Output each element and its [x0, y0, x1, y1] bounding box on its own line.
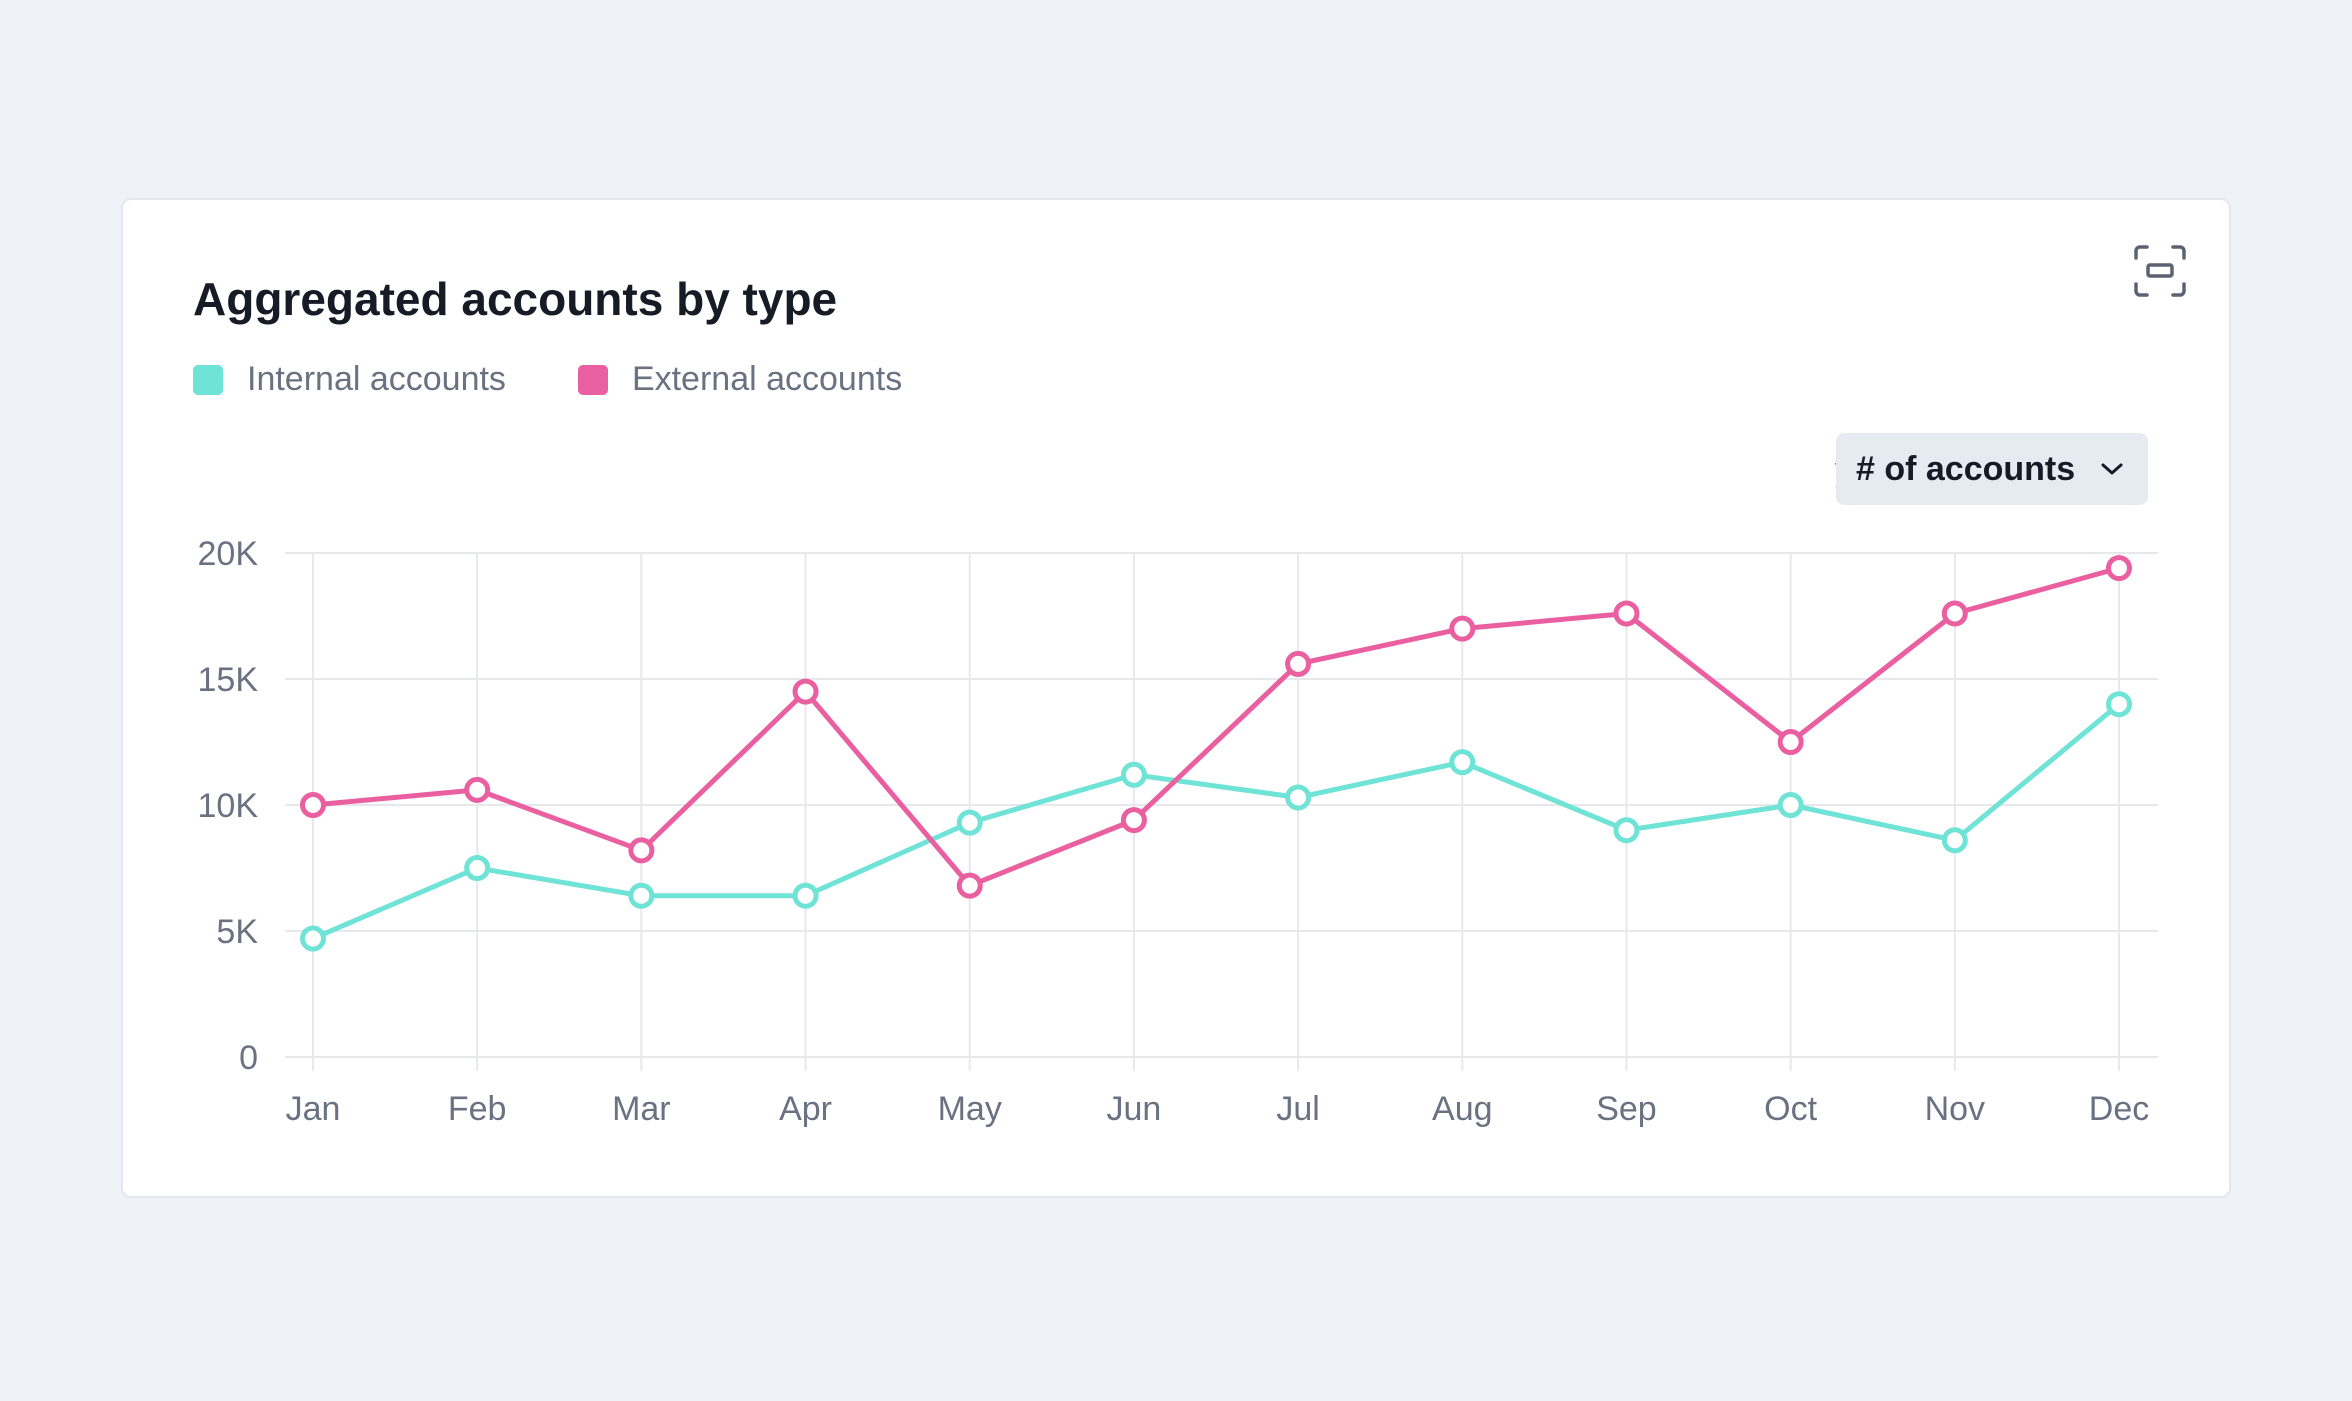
data-point-external: [300, 792, 326, 818]
data-point-external: [1285, 650, 1312, 677]
x-tick-label: Sep: [1596, 1090, 1657, 1128]
y-tick-label: 15K: [198, 661, 259, 699]
data-point-internal: [1777, 792, 1804, 818]
x-tick-label: Dec: [2089, 1090, 2149, 1128]
y-axis-select[interactable]: # of accounts: [1836, 433, 2148, 505]
x-tick-label: Feb: [448, 1090, 507, 1128]
x-tick-label: Apr: [779, 1090, 832, 1128]
line-chart: 0 5K 10K 15K 20K Jan Feb Mar Apr May Jun Jul Aug Sep O…: [198, 535, 2158, 1128]
expand-icon: [2134, 245, 2186, 297]
data-point-external: [956, 872, 983, 899]
legend-label-internal: Internal accounts: [247, 360, 506, 398]
y-tick-label: 0: [239, 1039, 258, 1077]
x-tick-label: Jul: [1276, 1090, 1319, 1128]
data-point-internal: [1613, 817, 1640, 844]
data-point-internal: [628, 882, 655, 909]
x-tick-label: May: [938, 1090, 1002, 1128]
data-point-internal: [956, 809, 983, 836]
data-point-internal: [2106, 691, 2132, 718]
chart-card: Aggregated accounts by type Internal acc…: [121, 198, 2231, 1198]
x-tick-label: Aug: [1432, 1090, 1493, 1128]
data-point-external: [2106, 555, 2132, 582]
data-point-internal: [1941, 827, 1968, 854]
y-tick-label: 20K: [198, 535, 259, 573]
data-point-internal: [1120, 761, 1147, 788]
data-point-external: [1449, 615, 1476, 642]
expand-button[interactable]: [2133, 244, 2187, 298]
series-line-external: [310, 565, 2122, 889]
legend-item-external[interactable]: External accounts: [577, 360, 903, 399]
legend-swatch-internal: [193, 364, 223, 395]
x-tick-label: Mar: [612, 1090, 671, 1128]
x-tick-label: Oct: [1764, 1090, 1817, 1128]
data-point-external: [1941, 600, 1968, 627]
data-point-internal: [300, 925, 326, 952]
x-tick-label: Jan: [286, 1090, 341, 1128]
legend-item-internal[interactable]: Internal accounts: [193, 360, 506, 399]
data-point-external: [628, 837, 655, 864]
data-point-external: [1613, 600, 1640, 627]
chart-title: Aggregated accounts by type: [193, 273, 838, 325]
data-point-internal: [1285, 784, 1312, 811]
data-point-internal: [464, 855, 491, 881]
legend-swatch-external: [577, 364, 608, 395]
y-axis-select-value: # of accounts: [1856, 449, 2076, 488]
data-point-external: [464, 776, 491, 803]
x-tick-label: Jun: [1106, 1090, 1161, 1128]
data-point-external: [1120, 807, 1147, 834]
series-line-internal: [310, 701, 2122, 942]
y-tick-label: 5K: [216, 913, 258, 951]
data-point-external: [792, 678, 819, 705]
legend-label-external: External accounts: [631, 360, 903, 398]
chart-legend: Internal accounts External accounts: [193, 360, 974, 399]
data-point-internal: [1449, 749, 1476, 776]
chevron-down-icon: [2101, 463, 2123, 475]
x-tick-label: Nov: [1925, 1090, 1985, 1128]
data-point-internal: [792, 882, 819, 909]
data-point-external: [1777, 729, 1804, 755]
y-tick-label: 10K: [198, 787, 259, 825]
